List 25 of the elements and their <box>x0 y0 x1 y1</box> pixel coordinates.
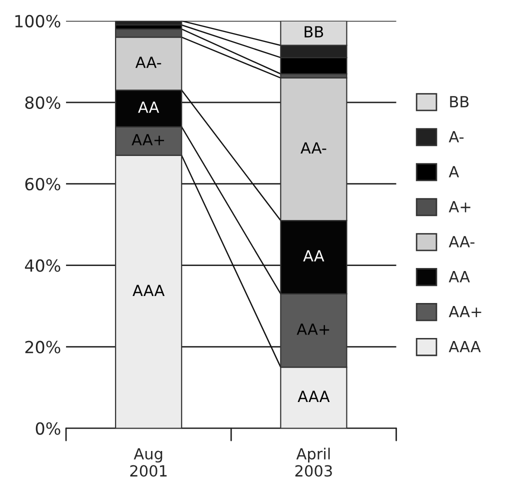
y-tick-label: 0% <box>36 422 60 435</box>
legend-label: AAA <box>448 341 481 352</box>
legend-label: A+ <box>448 201 470 212</box>
y-tick-label: 40% <box>24 259 60 272</box>
text: AA <box>303 250 324 262</box>
y-tick-label: 60% <box>25 178 60 190</box>
text: AA+ <box>132 134 164 146</box>
legend-label: AA <box>448 271 470 282</box>
y-tick-label: 20% <box>25 340 60 354</box>
legend-label: BB <box>450 96 469 108</box>
text: AAA <box>132 284 165 296</box>
legend-label: AA- <box>448 236 474 248</box>
legend-label: A- <box>448 131 464 142</box>
text: AAA <box>298 390 330 402</box>
text: AA <box>138 102 160 113</box>
x-tick-label: April 2003 <box>295 448 332 477</box>
text: BB <box>304 26 324 38</box>
legend-label: A <box>448 166 459 178</box>
y-tick-label: 80% <box>25 96 60 109</box>
y-tick-label: 100% <box>15 14 60 28</box>
text: AA- <box>300 142 326 154</box>
text: AA+ <box>296 324 330 335</box>
text: AA- <box>135 56 162 68</box>
x-tick-label: Aug 2001 <box>130 448 167 477</box>
legend-label: AA+ <box>448 306 482 318</box>
